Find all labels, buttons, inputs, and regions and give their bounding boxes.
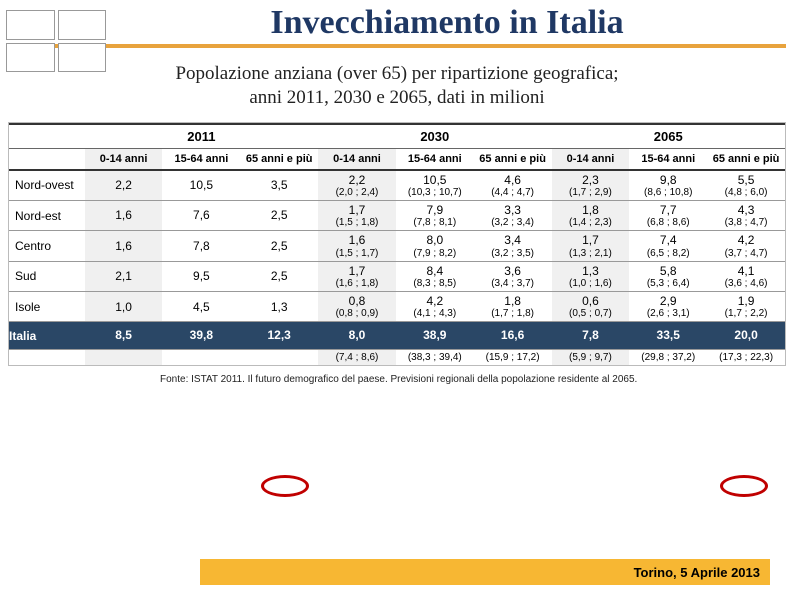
age-header: 65 anni e più	[474, 148, 552, 170]
logo-bl	[6, 43, 55, 73]
age-header: 15-64 anni	[629, 148, 707, 170]
highlight-circle	[261, 475, 309, 497]
logo-tl	[6, 10, 55, 40]
subtitle-line2: anni 2011, 2030 e 2065, dati in milioni	[249, 87, 544, 108]
year-header: 2065	[552, 124, 785, 149]
table-row: Nord-ovest2,210,53,52,2(2,0 ; 2,4)10,5(1…	[9, 170, 785, 201]
table-row: (7,4 ; 8,6)(38,3 ; 39,4)(15,9 ; 17,2)(5,…	[9, 349, 785, 365]
page-title: Invecchiamento in Italia	[110, 4, 784, 42]
highlight-circle	[720, 475, 768, 497]
logo-tr	[58, 10, 107, 40]
table-row: Nord-est1,67,62,51,7(1,5 ; 1,8)7,9(7,8 ;…	[9, 200, 785, 230]
subtitle: Popolazione anziana (over 65) per ripart…	[0, 62, 794, 110]
subtitle-line1: Popolazione anziana (over 65) per ripart…	[175, 63, 618, 84]
age-header: 65 anni e più	[707, 148, 785, 170]
age-header: 0-14 anni	[85, 148, 163, 170]
footer-text: Torino, 5 Aprile 2013	[634, 565, 760, 580]
table-row: Isole1,04,51,30,8(0,8 ; 0,9)4,2(4,1 ; 4,…	[9, 292, 785, 322]
data-table: 201120302065 0-14 anni15-64 anni65 anni …	[9, 123, 785, 365]
logo-grid	[6, 10, 106, 72]
age-header: 65 anni e più	[240, 148, 318, 170]
age-header: 0-14 anni	[318, 148, 396, 170]
table-row: Centro1,67,82,51,6(1,5 ; 1,7)8,0(7,9 ; 8…	[9, 231, 785, 261]
age-header: 0-14 anni	[552, 148, 630, 170]
year-header: 2011	[85, 124, 318, 149]
age-header: 15-64 anni	[396, 148, 474, 170]
footer-bar: Torino, 5 Aprile 2013	[200, 559, 770, 585]
data-table-wrap: 201120302065 0-14 anni15-64 anni65 anni …	[8, 122, 786, 366]
source-note: Fonte: ISTAT 2011. Il futuro demografico…	[160, 374, 794, 385]
title-underline	[8, 44, 786, 48]
table-row: Sud2,19,52,51,7(1,6 ; 1,8)8,4(8,3 ; 8,5)…	[9, 261, 785, 291]
age-header: 15-64 anni	[162, 148, 240, 170]
year-header: 2030	[318, 124, 551, 149]
logo-br	[58, 43, 107, 73]
table-row: Italia8,539,812,38,038,916,67,833,520,0	[9, 322, 785, 349]
